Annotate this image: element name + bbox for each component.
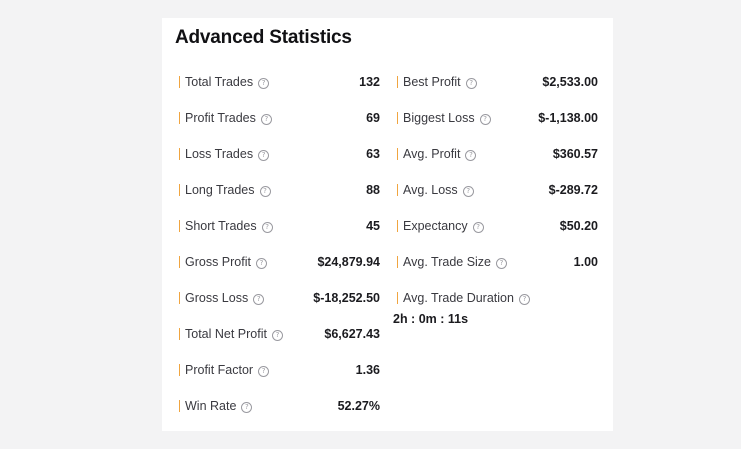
info-icon[interactable]: ?	[479, 114, 491, 125]
stat-row-gross-loss: Gross Loss? $-18,252.50	[179, 280, 380, 316]
stat-row-short-trades: Short Trades? 45	[179, 208, 380, 244]
stat-label: Loss Trades	[185, 147, 254, 161]
stat-label: Profit Trades	[185, 111, 256, 125]
info-icon[interactable]: ?	[261, 222, 273, 233]
stat-value: 63	[366, 147, 380, 161]
stat-value: 1.36	[355, 363, 380, 377]
stat-row-biggest-loss: Biggest Loss? $-1,138.00	[397, 100, 598, 136]
stat-row-profit-trades: Profit Trades? 69	[179, 100, 380, 136]
stat-row-total-trades: Total Trades? 132	[179, 64, 380, 100]
info-icon[interactable]: ?	[253, 294, 265, 305]
info-icon[interactable]: ?	[259, 186, 271, 197]
stat-value: 52.27%	[337, 399, 380, 413]
stat-label: Avg. Profit	[403, 147, 461, 161]
stat-label: Biggest Loss	[403, 111, 475, 125]
stat-label: Gross Profit	[185, 255, 251, 269]
info-icon[interactable]: ?	[518, 294, 530, 305]
info-icon[interactable]: ?	[496, 258, 508, 269]
info-icon[interactable]: ?	[465, 78, 477, 89]
stat-value: $-289.72	[548, 183, 598, 197]
info-icon[interactable]: ?	[258, 78, 270, 89]
accent-bar	[179, 112, 180, 124]
accent-bar	[397, 112, 398, 124]
accent-bar	[179, 148, 180, 160]
stat-value: 69	[366, 111, 380, 125]
accent-bar	[179, 292, 180, 304]
accent-bar	[179, 400, 180, 412]
stat-label: Best Profit	[403, 75, 461, 89]
advanced-statistics-card: Advanced Statistics Total Trades? 132 Pr…	[162, 18, 613, 431]
stats-column-left: Total Trades? 132 Profit Trades? 69 Loss…	[179, 64, 380, 424]
accent-bar	[397, 220, 398, 232]
info-icon[interactable]: ?	[472, 222, 484, 233]
accent-bar	[179, 364, 180, 376]
accent-bar	[397, 256, 398, 268]
info-icon[interactable]: ?	[462, 186, 474, 197]
stat-row-profit-factor: Profit Factor? 1.36	[179, 352, 380, 388]
accent-bar	[179, 76, 180, 88]
info-icon[interactable]: ?	[256, 258, 267, 269]
stat-value: $2,533.00	[542, 75, 598, 89]
stat-row-avg-trade-duration: Avg. Trade Duration? 2h : 0m : 11s	[393, 280, 598, 326]
stat-label: Avg. Loss	[403, 183, 458, 197]
accent-bar	[179, 184, 180, 196]
accent-bar	[179, 256, 180, 268]
stat-label: Total Trades	[185, 75, 254, 89]
stat-row-expectancy: Expectancy? $50.20	[397, 208, 598, 244]
stat-value: $-1,138.00	[538, 111, 598, 125]
stat-row-loss-trades: Loss Trades? 63	[179, 136, 380, 172]
stat-label: Total Net Profit	[185, 327, 267, 341]
info-icon[interactable]: ?	[260, 114, 272, 125]
info-icon[interactable]: ?	[465, 150, 477, 161]
stats-column-right: Best Profit? $2,533.00 Biggest Loss? $-1…	[393, 64, 598, 326]
stat-label: Long Trades	[185, 183, 255, 197]
accent-bar	[397, 148, 398, 160]
accent-bar	[179, 328, 180, 340]
info-icon[interactable]: ?	[271, 330, 283, 341]
stat-value: 45	[366, 219, 380, 233]
card-title: Advanced Statistics	[175, 27, 352, 48]
stat-row-avg-loss: Avg. Loss? $-289.72	[397, 172, 598, 208]
stat-label: Profit Factor	[185, 363, 254, 377]
stat-value: $-18,252.50	[313, 291, 380, 305]
stat-label: Gross Loss	[185, 291, 249, 305]
stat-label: Avg. Trade Duration	[403, 291, 514, 305]
stat-row-best-profit: Best Profit? $2,533.00	[397, 64, 598, 100]
stat-label: Expectancy	[403, 219, 468, 233]
accent-bar	[179, 220, 180, 232]
stat-label: Win Rate	[185, 399, 237, 413]
info-icon[interactable]: ?	[241, 402, 253, 413]
info-icon[interactable]: ?	[258, 366, 270, 377]
stat-label: Avg. Trade Size	[403, 255, 492, 269]
stat-value: $24,879.94	[317, 255, 380, 269]
stat-row-total-net-profit: Total Net Profit? $6,627.43	[179, 316, 380, 352]
accent-bar	[397, 184, 398, 196]
stat-value: 88	[366, 183, 380, 197]
info-icon[interactable]: ?	[258, 150, 270, 161]
accent-bar	[397, 292, 398, 304]
stat-row-long-trades: Long Trades? 88	[179, 172, 380, 208]
stat-value: 2h : 0m : 11s	[393, 312, 469, 326]
stat-value: 132	[359, 75, 380, 89]
accent-bar	[397, 76, 398, 88]
stat-value: 1.00	[573, 255, 598, 269]
stat-value: $50.20	[559, 219, 598, 233]
stat-row-avg-profit: Avg. Profit? $360.57	[397, 136, 598, 172]
stat-row-avg-trade-size: Avg. Trade Size? 1.00	[397, 244, 598, 280]
stat-value: $6,627.43	[324, 327, 380, 341]
stat-row-win-rate: Win Rate? 52.27%	[179, 388, 380, 424]
stat-row-gross-profit: Gross Profit? $24,879.94	[179, 244, 380, 280]
stat-value: $360.57	[552, 147, 598, 161]
stat-label: Short Trades	[185, 219, 257, 233]
